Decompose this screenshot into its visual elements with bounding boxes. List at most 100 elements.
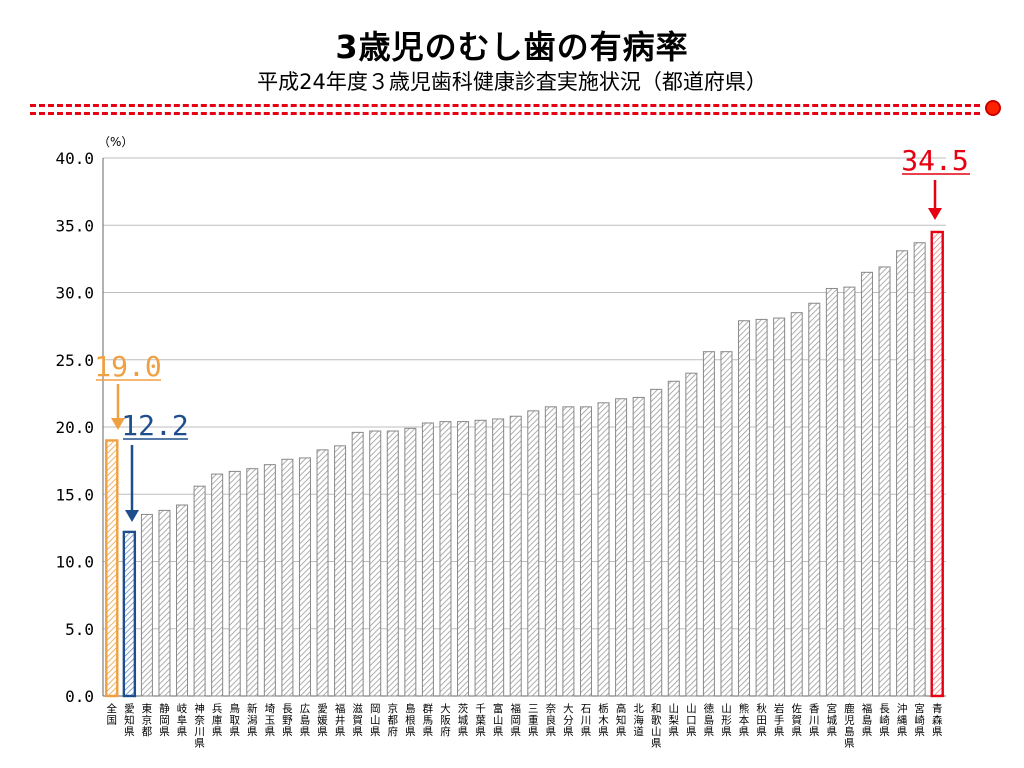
bar <box>615 398 628 697</box>
x-category-label: 島根県 <box>405 702 416 738</box>
callout-label: 34.5 <box>901 144 968 177</box>
x-category-label: 山口県 <box>686 703 697 738</box>
x-category-label: 鳥取県 <box>229 702 240 738</box>
title-divider-top <box>30 104 980 107</box>
bar <box>334 445 347 697</box>
x-category-label: 秋田県 <box>756 702 767 738</box>
bar <box>808 302 821 697</box>
x-category-label: 兵庫県 <box>212 702 223 738</box>
callout-arrow-head <box>111 418 125 430</box>
x-category-label: 山梨県 <box>669 703 680 738</box>
x-category-label: 岡山県 <box>370 703 381 738</box>
bar <box>825 287 838 697</box>
x-category-label: 愛知県 <box>124 702 135 738</box>
bar <box>667 380 680 697</box>
bar <box>439 421 452 697</box>
bar <box>509 415 522 697</box>
x-category-label: 岩手県 <box>774 702 785 738</box>
bar <box>298 457 311 697</box>
unit-label: （%） <box>98 135 133 149</box>
x-category-label: 佐賀県 <box>791 702 802 738</box>
x-category-label: 福岡県 <box>510 702 521 738</box>
bar <box>211 473 224 697</box>
x-category-label: 北海道 <box>633 703 644 738</box>
y-tick-label: 30.0 <box>55 284 94 303</box>
y-tick-label: 40.0 <box>55 149 94 168</box>
bar <box>176 504 189 697</box>
x-category-label: 熊本県 <box>739 702 750 738</box>
title-divider-bottom <box>30 112 980 115</box>
x-category-label: 滋賀県 <box>352 702 363 738</box>
x-category-label: 山形県 <box>721 703 732 738</box>
bar <box>193 485 206 697</box>
x-category-label: 三重県 <box>528 703 539 738</box>
bar <box>351 431 364 697</box>
page-title: 3歳児のむし歯の有病率 <box>335 28 689 66</box>
bar <box>140 513 153 697</box>
bar <box>246 468 259 697</box>
bar <box>228 470 241 697</box>
x-category-label: 福井県 <box>335 702 346 738</box>
x-category-label: 茨城県 <box>458 702 469 738</box>
y-tick-label: 35.0 <box>55 216 94 235</box>
bar <box>790 312 803 697</box>
y-tick-label: 25.0 <box>55 351 94 370</box>
bar <box>843 286 856 697</box>
bar <box>860 271 873 697</box>
bar <box>632 396 645 697</box>
bar <box>738 320 751 697</box>
x-category-label: 高知県 <box>616 702 627 738</box>
bar <box>650 388 663 697</box>
bar <box>720 351 733 697</box>
bar <box>421 422 434 697</box>
x-category-label: 新潟県 <box>247 702 258 738</box>
x-category-label: 静岡県 <box>159 702 170 738</box>
bar <box>773 317 786 697</box>
divider-end-dot <box>985 100 1001 116</box>
x-category-label: 全国 <box>107 702 118 727</box>
x-category-label: 石川県 <box>581 703 592 738</box>
bar <box>579 406 592 697</box>
x-category-label: 和歌山県 <box>651 703 662 750</box>
bar <box>316 449 329 697</box>
bar <box>896 250 909 697</box>
x-category-label: 香川県 <box>809 703 820 738</box>
bar <box>369 430 382 697</box>
bar <box>878 266 891 697</box>
x-category-label: 宮城県 <box>827 702 838 738</box>
bar <box>474 419 487 697</box>
bar <box>930 230 944 698</box>
bar <box>755 318 768 697</box>
x-category-label: 広島県 <box>300 702 311 738</box>
x-category-label: 埼玉県 <box>265 702 276 738</box>
x-category-label: 大分県 <box>563 702 574 738</box>
callout-label: 12.2 <box>121 409 188 442</box>
bar <box>562 406 575 697</box>
bar <box>527 410 540 697</box>
bar <box>702 351 715 697</box>
x-category-label: 東京都 <box>142 702 153 738</box>
x-category-label: 青森県 <box>932 702 943 738</box>
y-tick-label: 10.0 <box>55 553 94 572</box>
bar <box>158 509 171 697</box>
bar <box>913 242 926 697</box>
bar <box>544 406 557 697</box>
bar <box>105 439 119 698</box>
y-tick-label: 5.0 <box>65 620 94 639</box>
y-tick-label: 20.0 <box>55 418 94 437</box>
x-category-label: 奈良県 <box>546 702 557 738</box>
bar <box>263 464 276 697</box>
bar <box>457 421 470 697</box>
x-category-label: 鹿児島県 <box>844 702 855 750</box>
x-category-label: 長野県 <box>282 703 293 738</box>
x-category-label: 京都府 <box>388 702 399 738</box>
bar <box>685 372 698 697</box>
page-subtitle: 平成24年度３歳児歯科健康診査実施状況（都道府県） <box>257 70 767 94</box>
x-category-label: 長崎県 <box>879 703 890 738</box>
x-category-label: 徳島県 <box>704 702 715 738</box>
x-category-label: 栃木県 <box>598 702 609 738</box>
callout-arrow-head <box>125 510 139 522</box>
bar <box>404 427 417 697</box>
bar <box>281 458 294 697</box>
